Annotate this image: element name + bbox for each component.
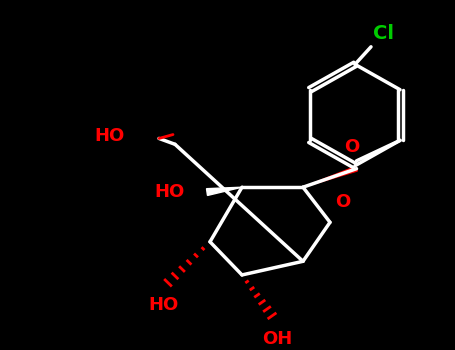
- Polygon shape: [303, 166, 357, 187]
- Text: HO: HO: [95, 127, 125, 146]
- Text: O: O: [335, 193, 350, 211]
- Text: Cl: Cl: [373, 24, 394, 43]
- Polygon shape: [207, 187, 242, 195]
- Text: HO: HO: [155, 183, 185, 201]
- Text: O: O: [344, 138, 359, 156]
- Text: OH: OH: [262, 330, 292, 348]
- Text: HO: HO: [148, 296, 178, 314]
